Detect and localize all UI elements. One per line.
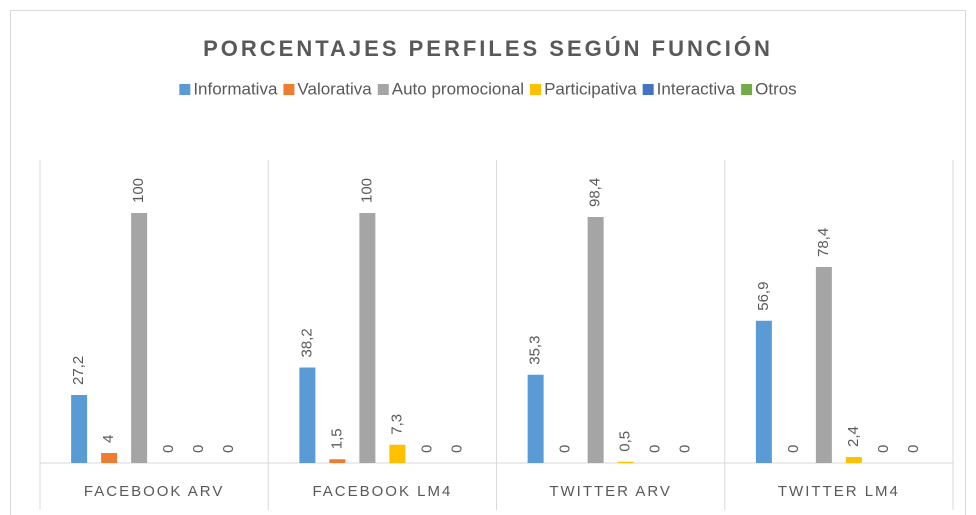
data-label: 0	[905, 445, 922, 453]
bar	[389, 444, 406, 463]
x-tick-label: FACEBOOK ARV	[84, 483, 224, 500]
data-label: 78,4	[815, 228, 832, 257]
x-tick-label: FACEBOOK LM4	[312, 483, 452, 500]
data-label: 0	[785, 445, 802, 453]
bar	[131, 213, 148, 463]
legend-label: Valorativa	[297, 79, 372, 98]
x-tick-label: TWITTER LM4	[778, 483, 900, 500]
bar	[359, 213, 376, 463]
x-tick-label: TWITTER ARV	[549, 483, 672, 500]
data-label: 0	[557, 445, 574, 453]
data-label: 0	[220, 445, 237, 453]
data-label: 100	[358, 178, 375, 203]
bar	[845, 457, 862, 463]
data-label: 4	[100, 435, 117, 443]
data-label: 7,3	[388, 414, 405, 435]
data-label: 0	[875, 445, 892, 453]
data-label: 0	[160, 445, 177, 453]
data-label: 2,4	[845, 426, 862, 447]
legend-label: Interactiva	[657, 79, 736, 98]
data-label: 0	[677, 445, 694, 453]
legend-swatch	[741, 84, 753, 95]
data-label: 27,2	[70, 356, 87, 385]
data-label: 0	[448, 445, 465, 453]
bar	[71, 395, 88, 463]
bar	[527, 374, 544, 463]
chart-border	[10, 10, 966, 515]
legend-swatch	[530, 84, 542, 95]
data-label: 1,5	[328, 428, 345, 449]
bar	[299, 367, 316, 463]
legend-swatch	[377, 84, 389, 95]
data-label: 0	[190, 445, 207, 453]
bar	[617, 461, 634, 463]
legend-swatch	[283, 84, 295, 95]
data-label: 38,2	[298, 328, 315, 357]
data-label: 0	[418, 445, 435, 453]
bar	[755, 320, 772, 463]
bar	[587, 217, 604, 463]
legend-label: Informativa	[193, 79, 278, 98]
data-label: 98,4	[587, 178, 604, 207]
legend: Informativa Valorativa Auto promocional Par…	[179, 79, 797, 98]
data-label: 0,5	[617, 431, 634, 452]
legend-label: Participativa	[544, 79, 637, 98]
legend-swatch	[642, 84, 654, 95]
data-label: 0	[647, 445, 664, 453]
bar	[101, 453, 118, 463]
legend-label: Auto promocional	[392, 79, 524, 98]
legend-label: Otros	[755, 79, 797, 98]
legend-swatch	[179, 84, 191, 95]
data-label: 100	[130, 178, 147, 203]
data-label: 56,9	[755, 282, 772, 311]
bar	[815, 267, 832, 463]
chart-title: PORCENTAJES PERFILES SEGÚN FUNCIÓN	[203, 36, 773, 61]
bar	[329, 459, 346, 463]
data-label: 35,3	[527, 336, 544, 365]
